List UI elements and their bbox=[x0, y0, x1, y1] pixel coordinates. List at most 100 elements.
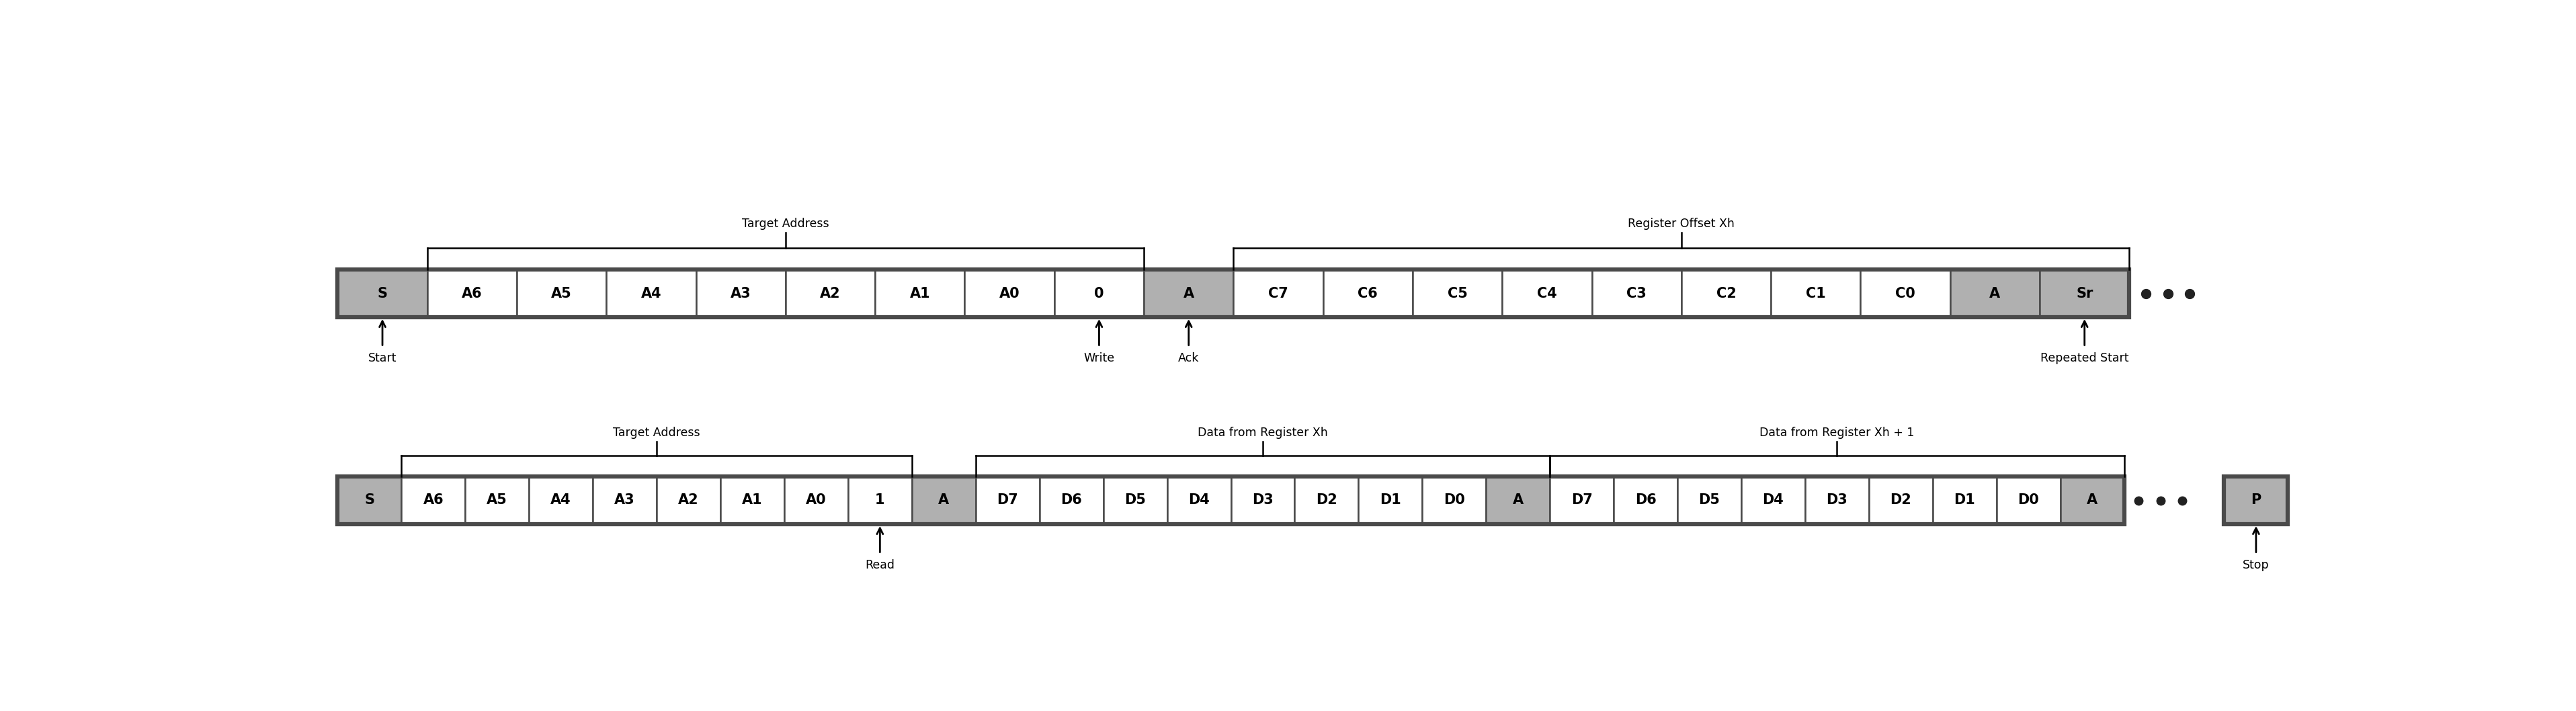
Bar bbox=[337, 269, 428, 317]
Text: Ack: Ack bbox=[1177, 352, 1200, 364]
Bar bbox=[1358, 476, 1422, 524]
Text: Read: Read bbox=[866, 559, 894, 571]
Text: D2: D2 bbox=[1891, 493, 1911, 507]
Text: Write: Write bbox=[1084, 352, 1115, 364]
Bar bbox=[337, 476, 2125, 524]
Bar bbox=[783, 476, 848, 524]
Bar bbox=[976, 476, 1041, 524]
Text: Data from Register Xh: Data from Register Xh bbox=[1198, 427, 1327, 439]
Bar bbox=[912, 476, 976, 524]
Bar bbox=[337, 269, 2130, 317]
Text: S: S bbox=[376, 287, 386, 300]
Bar bbox=[2061, 476, 2125, 524]
Bar bbox=[657, 476, 721, 524]
Text: C2: C2 bbox=[1716, 287, 1736, 300]
Text: S: S bbox=[363, 493, 374, 507]
Text: A2: A2 bbox=[677, 493, 698, 507]
Bar bbox=[1950, 269, 2040, 317]
Bar bbox=[605, 269, 696, 317]
Bar bbox=[1996, 476, 2061, 524]
Text: A: A bbox=[938, 493, 948, 507]
Text: D5: D5 bbox=[1126, 493, 1146, 507]
Bar bbox=[1551, 476, 1613, 524]
Text: A2: A2 bbox=[819, 287, 840, 300]
Text: D3: D3 bbox=[1252, 493, 1273, 507]
Bar bbox=[786, 269, 876, 317]
Text: Target Address: Target Address bbox=[613, 427, 701, 439]
Bar bbox=[1682, 269, 1770, 317]
Text: P: P bbox=[2251, 493, 2262, 507]
Text: Sr: Sr bbox=[2076, 287, 2094, 300]
Text: D3: D3 bbox=[1826, 493, 1847, 507]
Bar bbox=[402, 476, 466, 524]
Text: D7: D7 bbox=[1571, 493, 1592, 507]
Bar bbox=[466, 476, 528, 524]
Text: 0: 0 bbox=[1095, 287, 1105, 300]
Text: C4: C4 bbox=[1538, 287, 1556, 300]
Bar bbox=[1422, 476, 1486, 524]
Bar bbox=[1860, 269, 1950, 317]
Text: D4: D4 bbox=[1188, 493, 1211, 507]
Text: D6: D6 bbox=[1061, 493, 1082, 507]
Text: C1: C1 bbox=[1806, 287, 1826, 300]
Text: Target Address: Target Address bbox=[742, 218, 829, 230]
Bar bbox=[528, 476, 592, 524]
Bar bbox=[1932, 476, 1996, 524]
Text: Start: Start bbox=[368, 352, 397, 364]
Text: D2: D2 bbox=[1316, 493, 1337, 507]
Text: D6: D6 bbox=[1636, 493, 1656, 507]
Text: C5: C5 bbox=[1448, 287, 1468, 300]
Text: D0: D0 bbox=[1443, 493, 1466, 507]
Text: A3: A3 bbox=[616, 493, 636, 507]
Bar bbox=[428, 269, 518, 317]
Text: Data from Register Xh + 1: Data from Register Xh + 1 bbox=[1759, 427, 1914, 439]
Bar bbox=[1296, 476, 1358, 524]
Bar bbox=[592, 476, 657, 524]
Text: A: A bbox=[1182, 287, 1195, 300]
Text: A1: A1 bbox=[742, 493, 762, 507]
Bar bbox=[2040, 269, 2130, 317]
Bar bbox=[2223, 476, 2287, 524]
Text: A0: A0 bbox=[806, 493, 827, 507]
Bar bbox=[1770, 269, 1860, 317]
Bar bbox=[1502, 269, 1592, 317]
Text: C3: C3 bbox=[1625, 287, 1646, 300]
Text: A4: A4 bbox=[641, 287, 662, 300]
Text: A: A bbox=[2087, 493, 2097, 507]
Text: Stop: Stop bbox=[2244, 559, 2269, 571]
Bar bbox=[848, 476, 912, 524]
Text: A: A bbox=[1512, 493, 1522, 507]
Bar bbox=[1231, 476, 1296, 524]
Bar bbox=[1167, 476, 1231, 524]
Bar bbox=[721, 476, 783, 524]
Bar bbox=[518, 269, 605, 317]
Text: D1: D1 bbox=[1955, 493, 1976, 507]
Text: D7: D7 bbox=[997, 493, 1018, 507]
Text: A: A bbox=[1989, 287, 2002, 300]
Bar bbox=[1677, 476, 1741, 524]
Text: Repeated Start: Repeated Start bbox=[2040, 352, 2128, 364]
Text: D0: D0 bbox=[2017, 493, 2040, 507]
Bar bbox=[696, 269, 786, 317]
Text: Register Offset Xh: Register Offset Xh bbox=[1628, 218, 1734, 230]
Text: A4: A4 bbox=[551, 493, 572, 507]
Text: A6: A6 bbox=[422, 493, 443, 507]
Text: A5: A5 bbox=[487, 493, 507, 507]
Text: C7: C7 bbox=[1267, 287, 1288, 300]
Bar bbox=[876, 269, 966, 317]
Bar bbox=[1592, 269, 1682, 317]
Bar bbox=[1144, 269, 1234, 317]
Bar bbox=[1870, 476, 1932, 524]
Bar bbox=[1486, 476, 1551, 524]
Text: D4: D4 bbox=[1762, 493, 1783, 507]
Text: D5: D5 bbox=[1698, 493, 1721, 507]
Text: 1: 1 bbox=[876, 493, 884, 507]
Bar bbox=[1741, 476, 1806, 524]
Text: A5: A5 bbox=[551, 287, 572, 300]
Text: C0: C0 bbox=[1896, 287, 1917, 300]
Bar bbox=[1412, 269, 1502, 317]
Bar bbox=[966, 269, 1054, 317]
Bar bbox=[1054, 269, 1144, 317]
Text: D1: D1 bbox=[1381, 493, 1401, 507]
Text: A3: A3 bbox=[732, 287, 752, 300]
